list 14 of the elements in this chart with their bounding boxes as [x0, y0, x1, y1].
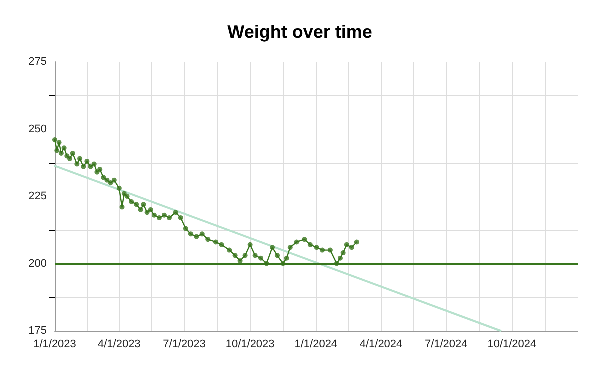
- y-tick-label: 250: [28, 123, 47, 136]
- y-tick-label: 200: [28, 258, 47, 270]
- y-tick-label: 225: [28, 190, 47, 202]
- x-tick-label: 1/1/2024: [294, 338, 338, 350]
- x-tick-label: 4/1/2024: [360, 338, 403, 350]
- x-tick-label: 7/1/2024: [424, 338, 468, 350]
- x-tick-label: 4/1/2023: [98, 338, 141, 350]
- y-tick-label: 275: [28, 56, 47, 68]
- y-tick-label: 175: [28, 325, 47, 337]
- x-tick-label: 10/1/2024: [488, 338, 537, 350]
- x-tick-label: 1/1/2023: [34, 338, 76, 350]
- x-tick-label: 10/1/2023: [226, 338, 275, 350]
- x-tick-label: 7/1/2023: [163, 338, 206, 350]
- chart-title: Weight over time: [228, 22, 372, 42]
